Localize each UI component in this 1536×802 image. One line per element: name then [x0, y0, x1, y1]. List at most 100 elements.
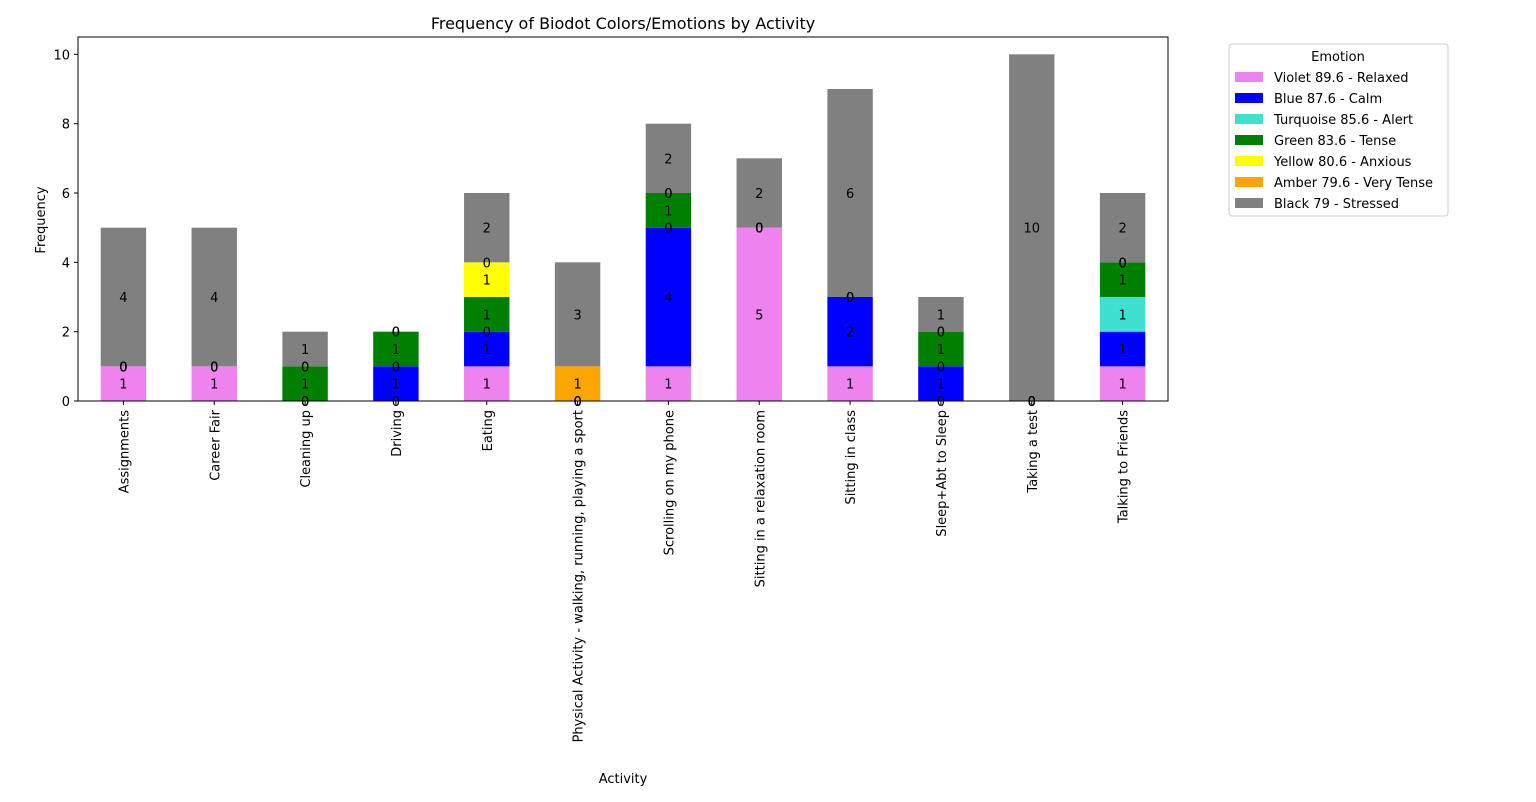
- x-tick-label: Eating: [481, 410, 496, 451]
- bar-segment: [645, 227, 692, 367]
- bar-segment: [645, 366, 692, 401]
- bar-value-label: 0: [301, 360, 309, 375]
- legend-label: Blue 87.6 - Calm: [1274, 92, 1382, 107]
- bar-value-label: 0: [755, 222, 763, 237]
- bar-value-label: 0: [846, 291, 854, 306]
- bar-value-label: 4: [664, 291, 672, 306]
- bar-value-label: 1: [483, 343, 491, 358]
- bar-value-label: 0: [1118, 256, 1126, 271]
- bar-value-label: 1: [1118, 343, 1126, 358]
- legend-label: Black 79 - Stressed: [1274, 197, 1399, 212]
- bar-segment: [736, 227, 782, 401]
- bar-value-label: 0: [846, 291, 854, 306]
- bar-segment: [1099, 193, 1146, 263]
- bar-value-label: 0: [664, 187, 672, 202]
- bar-value-label: 2: [483, 222, 491, 237]
- bar-value-label: 1: [301, 343, 309, 358]
- bar-segment: [464, 262, 510, 297]
- bar-segment: [645, 123, 692, 193]
- bar-value-label: 0: [119, 360, 127, 375]
- bar-segment: [100, 227, 147, 367]
- bar-segment: [554, 262, 601, 367]
- bar-value-label: 0: [119, 360, 127, 375]
- bar-value-label: 1: [483, 308, 491, 323]
- bar-segment: [373, 331, 419, 367]
- bar-value-label: 0: [210, 360, 218, 375]
- bar-value-label: 0: [210, 360, 218, 375]
- bar-segment: [1099, 297, 1146, 332]
- bar-segment: [918, 366, 964, 401]
- bar-value-label: 0: [392, 326, 400, 341]
- bar-value-label: 1: [664, 378, 672, 393]
- bar-value-label: 1: [210, 378, 218, 393]
- bar-value-label: 2: [1118, 222, 1126, 237]
- x-tick-label: Assignments: [117, 410, 132, 494]
- x-tick-label: Sitting in class: [844, 410, 859, 505]
- bar-value-label: 0: [755, 222, 763, 237]
- x-tick-label: Taking a test: [1026, 410, 1041, 494]
- y-tick-label: 8: [62, 118, 70, 133]
- bar-value-label: 5: [755, 308, 763, 323]
- legend-label: Turquoise 85.6 - Alert: [1273, 113, 1413, 128]
- bar-value-label: 0: [755, 222, 763, 237]
- bar-segment: [282, 331, 328, 367]
- x-tick-label: Sleep+Abt to Sleep: [935, 410, 950, 537]
- legend-swatch: [1235, 177, 1263, 187]
- bar-segment: [1099, 262, 1146, 297]
- bar-value-label: 4: [210, 291, 218, 306]
- bar-value-label: 0: [210, 360, 218, 375]
- bar-value-label: 0: [483, 326, 491, 341]
- y-tick-label: 10: [53, 48, 70, 63]
- bar-value-label: 0: [119, 360, 127, 375]
- legend-swatch: [1235, 198, 1263, 208]
- x-tick-label: Cleaning up: [299, 410, 314, 488]
- bar-value-label: 0: [392, 326, 400, 341]
- bar-segment: [827, 89, 873, 297]
- legend: Emotion Violet 89.6 - Relaxed Blue 87.6 -…: [1228, 43, 1449, 217]
- bar-value-label: 1: [392, 378, 400, 393]
- bar-value-label: 0: [755, 222, 763, 237]
- bar-value-label: 0: [392, 326, 400, 341]
- y-tick-label: 4: [62, 256, 70, 271]
- bar-value-label: 1: [937, 378, 945, 393]
- bar-value-label: 0: [483, 256, 491, 271]
- bar-segment: [1009, 54, 1055, 401]
- bar-value-label: 1: [664, 204, 672, 219]
- bar-segment: [464, 193, 510, 263]
- legend-swatch: [1235, 114, 1263, 124]
- bar-value-label: 0: [392, 360, 400, 375]
- bar-value-label: 2: [846, 326, 854, 341]
- bar-value-label: 1: [573, 378, 581, 393]
- x-axis-label: Activity: [599, 772, 648, 787]
- bar-segment: [100, 366, 147, 401]
- bar-segment: [1099, 331, 1146, 367]
- bar-segment: [191, 366, 237, 401]
- y-tick-label: 2: [62, 326, 70, 341]
- bar-value-label: 1: [937, 308, 945, 323]
- legend-label: Amber 79.6 - Very Tense: [1274, 176, 1433, 191]
- y-tick-label: 0: [62, 395, 70, 410]
- bar-segment: [464, 297, 510, 332]
- legend-swatch: [1235, 156, 1263, 166]
- x-tick-label: Driving: [390, 410, 405, 457]
- bar-segment: [282, 366, 328, 401]
- bar-value-label: 0: [664, 222, 672, 237]
- bar-value-label: 0: [210, 360, 218, 375]
- y-axis-label: Frequency: [34, 186, 49, 253]
- x-tick-label: Talking to Friends: [1117, 410, 1132, 524]
- bar-segment: [464, 331, 510, 367]
- legend-label: Violet 89.6 - Relaxed: [1274, 71, 1408, 86]
- bar-value-label: 2: [664, 152, 672, 167]
- bar-value-label: 0: [937, 326, 945, 341]
- bar-segment: [1099, 366, 1146, 401]
- bar-value-label: 0: [210, 360, 218, 375]
- bar-value-label: 1: [937, 343, 945, 358]
- legend-label: Green 83.6 - Tense: [1274, 134, 1396, 149]
- bar-segment: [736, 158, 782, 228]
- y-tick-label: 6: [62, 187, 70, 202]
- bar-value-label: 3: [573, 308, 581, 323]
- bar-value-label: 2: [755, 187, 763, 202]
- bar-segment: [645, 193, 692, 228]
